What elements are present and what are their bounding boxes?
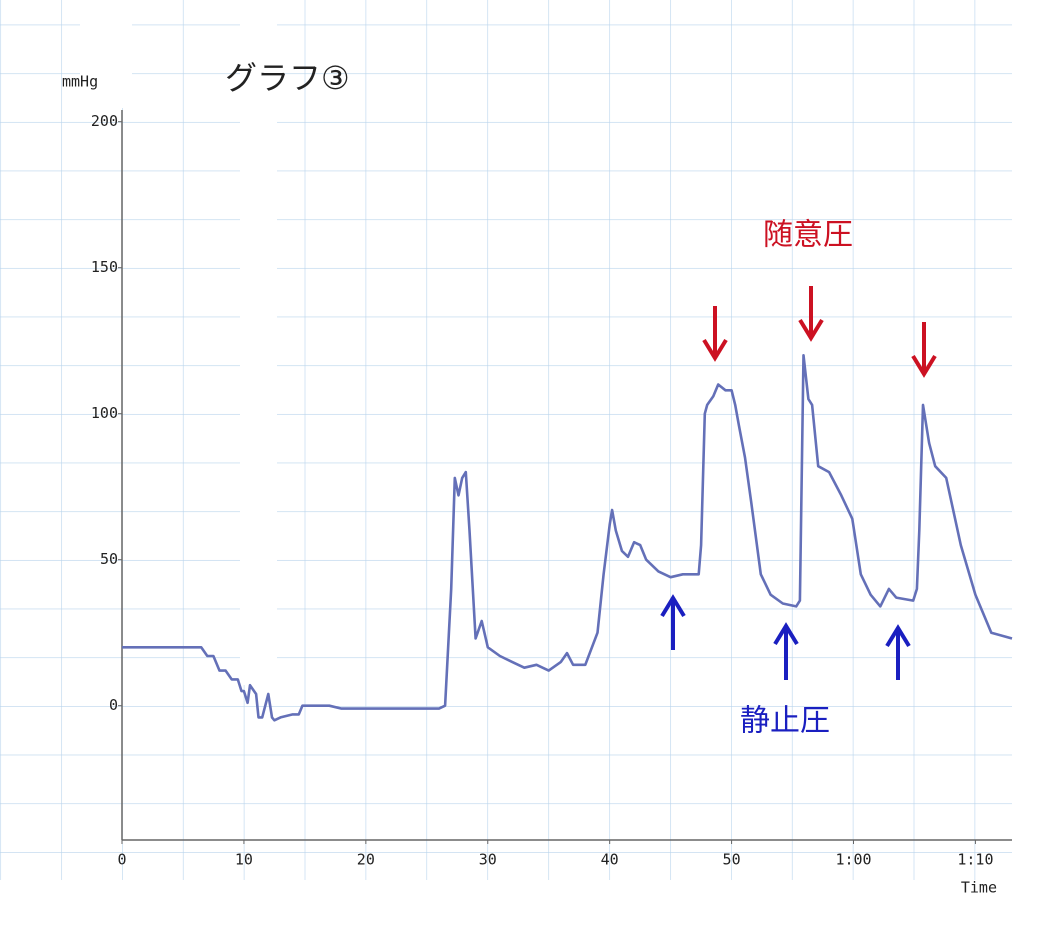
mask xyxy=(80,0,132,108)
x-tick-label: 1:10 xyxy=(957,851,993,869)
y-axis-label: mmHg xyxy=(62,73,98,91)
y-tick-label: 200 xyxy=(91,112,118,130)
margin xyxy=(0,880,1012,938)
x-tick-label: 50 xyxy=(723,851,741,869)
x-tick-label: 40 xyxy=(601,851,619,869)
y-tick-label: 100 xyxy=(91,404,118,422)
x-tick-label: 20 xyxy=(357,851,375,869)
y-tick-label: 150 xyxy=(91,258,118,276)
y-tick-label: 50 xyxy=(100,550,118,568)
x-tick-label: 1:00 xyxy=(835,851,871,869)
annotation: 随意圧 xyxy=(763,218,853,253)
arrows-red xyxy=(702,286,937,378)
chart-title: グラフ③ xyxy=(225,59,350,97)
annotation: 静止圧 xyxy=(740,704,830,739)
data-line xyxy=(122,354,1013,722)
y-tick-label: 0 xyxy=(109,696,118,714)
paper-grid xyxy=(0,0,1012,938)
x-tick-label: 0 xyxy=(117,851,126,869)
mask xyxy=(240,0,277,685)
arrows-blue xyxy=(660,594,911,680)
x-tick-label: 10 xyxy=(235,851,253,869)
x-axis-label: Time xyxy=(961,879,997,897)
x-tick-label: 30 xyxy=(479,851,497,869)
margin xyxy=(1012,0,1038,938)
